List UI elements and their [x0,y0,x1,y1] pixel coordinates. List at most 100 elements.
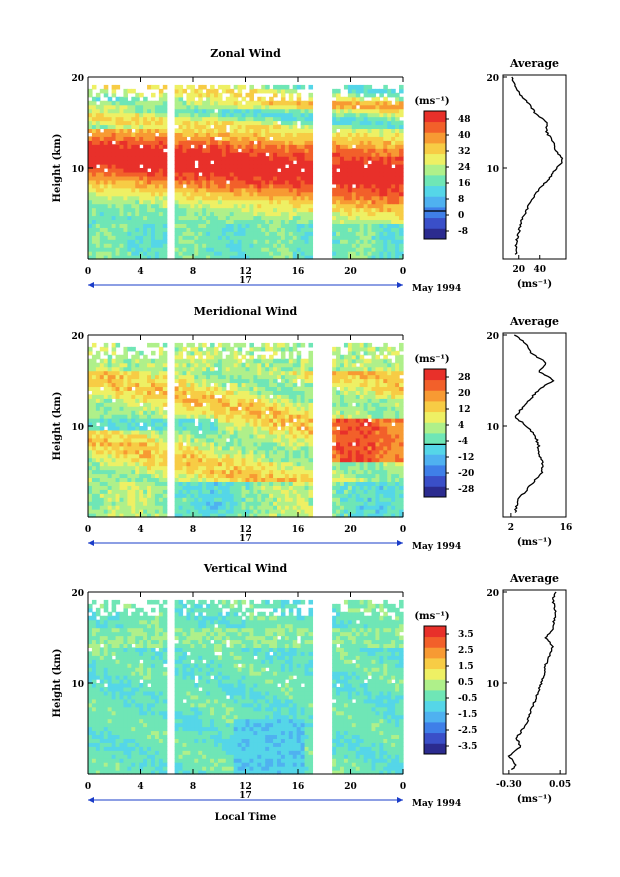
field-cell [108,227,113,232]
field-cell [356,192,361,197]
field-cell [265,128,270,133]
field-cell [96,152,101,157]
field-cell [226,223,231,228]
field-cell [293,144,298,149]
field-cell [135,394,140,399]
field-cell [214,180,219,185]
field-cell [277,101,282,106]
field-cell [372,97,377,102]
field-cell [159,493,164,498]
colorbar-swatch [424,111,446,122]
field-cell [364,235,369,240]
field-cell [242,379,247,384]
field-cell [120,489,125,494]
field-cell [155,501,160,506]
field-cell [143,192,148,197]
field-cell [242,200,247,205]
field-cell [297,184,302,189]
field-cell [269,176,274,181]
field-cell [344,121,349,126]
field-cell [104,493,109,498]
field-cell [230,200,235,205]
field-cell [305,219,310,224]
field-cell [289,101,294,106]
field-cell [214,152,219,157]
field-cell [163,355,168,360]
field-cell [226,402,231,407]
field-cell [202,493,207,498]
field-cell [261,363,266,368]
field-cell [246,164,251,169]
field-cell [92,473,97,478]
field-cell [202,140,207,145]
field-cell [198,398,203,403]
field-cell [226,414,231,419]
field-cell [246,144,251,149]
field-cell [214,124,219,129]
field-cell [179,117,184,122]
field-cell [179,97,184,102]
field-cell [265,208,270,213]
field-cell [127,188,132,193]
field-cell [234,454,239,459]
field-cell [277,180,282,185]
field-cell [202,204,207,209]
field-cell [143,148,148,153]
field-cell [143,382,148,387]
field-cell [301,113,306,118]
field-cell [226,208,231,213]
field-cell [175,132,180,137]
field-cell [88,243,93,248]
field-cell [159,450,164,455]
field-cell [104,501,109,506]
field-cell [309,148,314,153]
field-cell [163,359,168,364]
field-cell [186,152,191,157]
field-cell [88,406,93,411]
field-cell [214,426,219,431]
field-cell [379,215,384,220]
field-cell [147,101,152,106]
field-cell [234,239,239,244]
field-cell [159,458,164,463]
field-cell [332,223,337,228]
field-cell [88,481,93,486]
field-cell [120,442,125,447]
field-cell [309,215,314,220]
field-cell [206,410,211,415]
field-cell [104,89,109,94]
field-cell [210,180,215,185]
field-cell [218,343,223,348]
field-cell [120,406,125,411]
field-cell [356,164,361,169]
field-cell [372,105,377,110]
field-cell [159,382,164,387]
field-cell [135,152,140,157]
field-cell [348,164,353,169]
field-cell [143,235,148,240]
field-cell [135,359,140,364]
field-cell [175,188,180,193]
field-cell [261,247,266,252]
field-cell [190,152,195,157]
field-cell [273,105,278,110]
field-cell [246,497,251,502]
field-cell [222,148,227,153]
field-cell [127,152,132,157]
field-cell [218,359,223,364]
field-cell [194,196,199,201]
field-cell [183,367,188,372]
field-cell [202,180,207,185]
field-cell [147,477,152,482]
field-cell [249,477,254,482]
field-cell [194,124,199,129]
field-cell [151,243,156,248]
field-cell [159,355,164,360]
field-cell [116,489,121,494]
field-cell [395,136,400,141]
field-cell [242,414,247,419]
field-cell [127,117,132,122]
field-cell [92,132,97,137]
field-cell [352,200,357,205]
field-cell [360,136,365,141]
